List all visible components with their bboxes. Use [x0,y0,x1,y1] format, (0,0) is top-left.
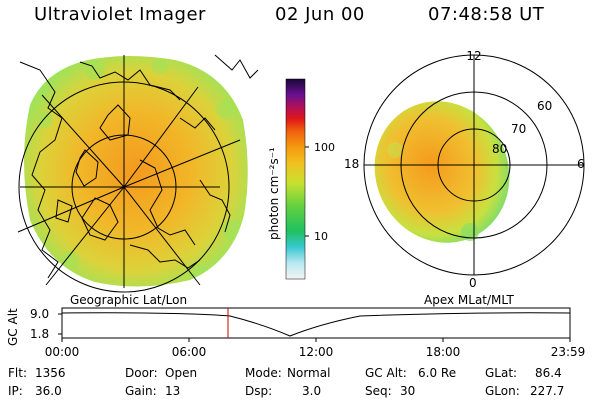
gain-label: Gain: [125,384,157,398]
mlt-label-0: 0 [469,276,477,290]
left-panel-label: Geographic Lat/Lon [70,293,188,307]
flight-value: 1356 [35,366,66,380]
seq-value: 30 [400,384,416,398]
altitude-tick-top: 9.0 [30,307,49,321]
door-value: Open [165,366,198,380]
gc-alt-label: GC Alt: [365,366,407,380]
glat-label: GLat: [485,366,518,380]
flight-label: Flt: [8,366,27,380]
colorbar [285,78,309,280]
glat-value: 86.4 [535,366,562,380]
gain-value: 13 [165,384,181,398]
door-label: Door: [125,366,158,380]
ip-label: IP: [8,384,23,398]
colorbar-tick-100: 100 [314,141,335,154]
mode-value: Normal [287,366,331,380]
dsp-label: Dsp: [245,384,273,398]
mlt-label-18: 18 [344,157,359,171]
mlat-label-60: 60 [537,99,552,113]
colorbar-unit-label: photon cm⁻²s⁻¹ [267,147,281,240]
ip-value: 36.0 [35,384,62,398]
coastlines [19,54,259,279]
time-tick-2359: 23:59 [551,345,586,359]
dsp-value: 3.0 [302,384,322,398]
instrument-title: Ultraviolet Imager [34,4,206,25]
time-label: 07:48:58 UT [428,4,545,25]
polar-grid [363,54,585,276]
altitude-axis-title: GC Alt [6,308,20,346]
right-panel-label: Apex MLat/MLT [424,293,514,307]
gc-alt-value: 6.0 Re [418,366,457,380]
altitude-plot [58,307,571,342]
time-tick-1200: 12:00 [299,345,334,359]
magnetic-image [374,101,510,243]
mlt-label-6: 6 [577,157,585,171]
glon-label: GLon: [485,384,520,398]
time-tick-0000: 00:00 [45,345,80,359]
glon-value: 227.7 [530,384,565,398]
mlt-label-12: 12 [466,49,481,63]
mlat-label-70: 70 [511,122,526,136]
altitude-tick-bottom: 1.8 [30,327,49,341]
time-tick-1800: 18:00 [426,345,461,359]
time-tick-0600: 06:00 [172,345,207,359]
colorbar-tick-10: 10 [314,230,328,243]
geo-grid [17,55,241,293]
seq-label: Seq: [365,384,392,398]
date-label: 02 Jun 00 [275,4,365,25]
mlat-label-80: 80 [492,142,507,156]
mode-label: Mode: [245,366,282,380]
